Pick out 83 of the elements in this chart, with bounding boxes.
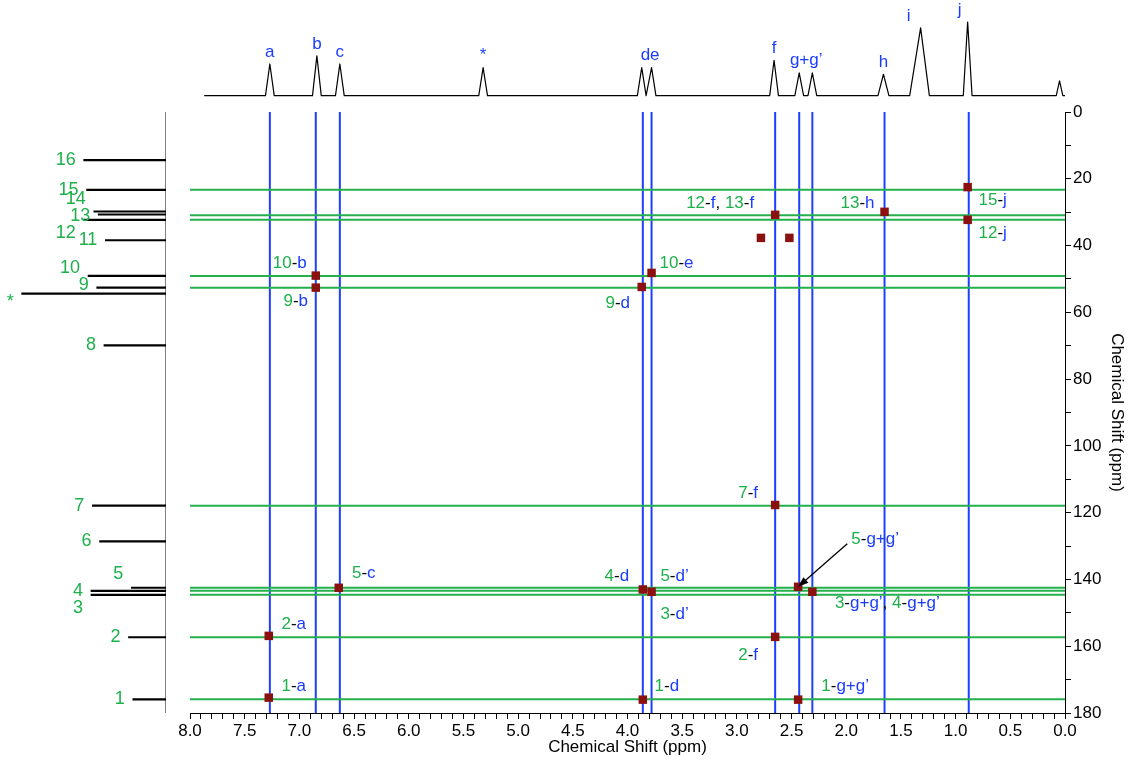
- x-axis-title: Chemical Shift (ppm): [548, 737, 707, 757]
- annotation: c: [335, 41, 345, 61]
- annotation: 6: [81, 530, 92, 551]
- annotation: *: [6, 290, 14, 311]
- y-tick-label: 0: [1073, 101, 1083, 121]
- point: [880, 207, 889, 217]
- point: [637, 282, 646, 292]
- point: [793, 695, 803, 704]
- annotation: 13-h: [840, 192, 875, 212]
- annotation: 12-j: [978, 222, 1007, 242]
- x-tick-label: 4.5: [560, 720, 585, 740]
- annotation: i: [906, 5, 911, 25]
- y-tick-label: 80: [1073, 368, 1092, 388]
- annotation: 9-b: [283, 291, 309, 311]
- annotation: 2: [110, 626, 121, 647]
- x-tick-label: 3.0: [725, 720, 749, 740]
- y-tick-label: 180: [1073, 702, 1102, 722]
- point: [638, 585, 648, 594]
- point: [785, 233, 794, 243]
- annotation: 1-d: [654, 676, 680, 696]
- point: [963, 182, 972, 192]
- annotation: 9: [78, 273, 89, 294]
- point: [647, 587, 656, 597]
- point: [311, 283, 321, 292]
- x-tick-label: 2.0: [834, 720, 859, 740]
- x-tick-label: 7.0: [287, 720, 312, 740]
- y-tick-label: 20: [1073, 168, 1092, 188]
- annotation: 12-f, 13-f: [686, 192, 755, 212]
- x-tick-label: 1.5: [889, 720, 913, 740]
- x-tick-label: 3.5: [670, 720, 695, 740]
- annotation: 3-d’: [660, 604, 689, 624]
- annotation: 1-a: [281, 676, 307, 696]
- annotation: 11: [78, 229, 98, 250]
- annotation: g+g’: [789, 50, 823, 70]
- annotation: 2-f: [738, 644, 759, 664]
- annotation: 9-d: [605, 292, 631, 312]
- y-tick-label: 120: [1073, 502, 1102, 522]
- x-tick-label: 6.5: [342, 720, 366, 740]
- annotation: a: [265, 41, 276, 61]
- x-tick-label: 5.5: [451, 720, 476, 740]
- point: [264, 693, 273, 702]
- annotation: 10-b: [272, 253, 307, 273]
- annotation: f: [771, 37, 777, 57]
- annotation: 15-j: [978, 189, 1007, 209]
- x-tick-label: 2.5: [779, 720, 804, 740]
- annotation: 7-f: [738, 482, 759, 502]
- annotation: 4-d: [604, 566, 630, 586]
- y-tick-label: 160: [1073, 635, 1102, 655]
- annotation: 1: [114, 688, 125, 709]
- x-tick-label: 4.0: [615, 720, 640, 740]
- y-tick-label: 40: [1073, 235, 1092, 255]
- x-tick-label: 6.0: [396, 720, 421, 740]
- annotation: de: [640, 45, 660, 65]
- point: [311, 271, 321, 280]
- x-tick-label: 0.0: [1053, 720, 1077, 740]
- annotation: 5-d’: [660, 566, 689, 586]
- x-tick-label: 7.5: [232, 720, 257, 740]
- y-tick-label: 140: [1073, 569, 1102, 589]
- point: [647, 268, 656, 278]
- annotation: 3-g+g’, 4-g+g’: [834, 593, 940, 613]
- annotation: 10: [60, 256, 81, 277]
- annotation: b: [312, 33, 322, 53]
- x-tick-label: 8.0: [178, 720, 202, 740]
- annotation: h: [878, 51, 889, 71]
- x-tick-label: 5.0: [506, 720, 530, 740]
- annotation: 16: [55, 149, 76, 170]
- annotation: 8: [85, 334, 96, 355]
- x-tick-label: 0.5: [998, 720, 1023, 740]
- annotation: 10-e: [659, 252, 694, 272]
- x-tick-label: 1.0: [943, 720, 968, 740]
- annotation: 5: [113, 563, 124, 584]
- annotation: j: [956, 0, 962, 19]
- annotation: 2-a: [281, 613, 307, 633]
- point: [638, 695, 648, 704]
- annotation: 1-g+g’: [821, 676, 869, 696]
- y-tick-label: 60: [1073, 302, 1092, 322]
- point: [808, 587, 817, 597]
- y-axis-title: Chemical Shift (ppm): [1108, 333, 1128, 492]
- annotation: *: [479, 45, 487, 65]
- annotation: 7: [74, 494, 85, 515]
- y-tick-label: 100: [1073, 435, 1102, 455]
- point: [963, 215, 972, 225]
- annotation: 5-c: [351, 563, 377, 583]
